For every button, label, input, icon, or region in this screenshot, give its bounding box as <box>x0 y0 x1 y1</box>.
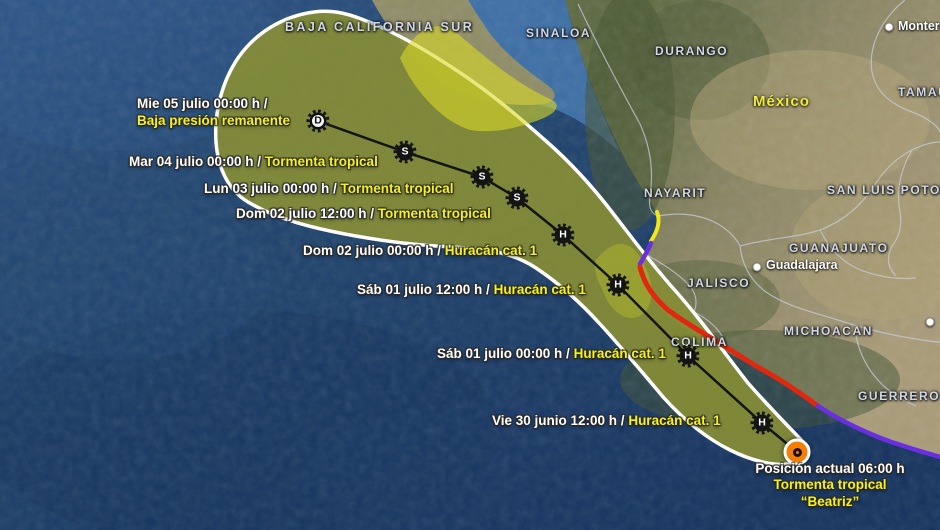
baja-watch-area <box>400 26 557 132</box>
current-position-marker <box>783 438 811 466</box>
hurricane-watch-line-north <box>637 240 654 267</box>
track-point-tropical-storm: S <box>505 186 529 210</box>
hurricane-watch-line-south <box>815 403 940 460</box>
track-point-remnant-low: D <box>306 109 330 133</box>
track-point-hurricane: H <box>551 223 575 247</box>
tropical-storm-watch-line <box>649 210 661 243</box>
forecast-cone <box>213 9 810 467</box>
track-point-tropical-storm: S <box>393 140 417 164</box>
coastal-warning-lines <box>637 210 940 460</box>
city-dot-monterrey <box>884 22 894 32</box>
track-point-hurricane: H <box>750 411 774 435</box>
track-point-hurricane: H <box>606 273 630 297</box>
current-position-marker-core <box>795 450 799 454</box>
city-dot-guadalajara <box>752 262 762 272</box>
track-point-hurricane: H <box>676 344 700 368</box>
hurricane-warning-line <box>637 264 821 409</box>
city-dot-edge-2 <box>925 317 935 327</box>
track-point-tropical-storm: S <box>470 165 494 189</box>
